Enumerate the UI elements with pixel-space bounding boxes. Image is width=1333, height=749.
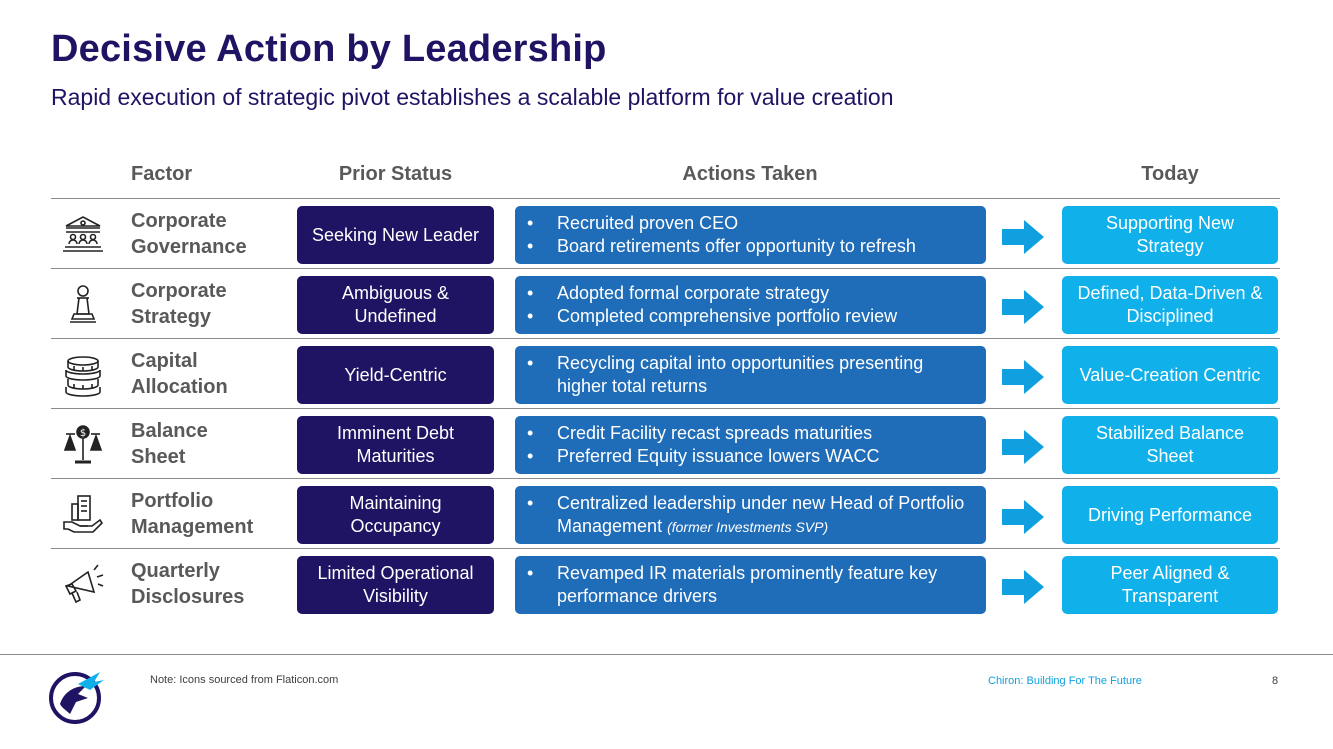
right-arrow-icon bbox=[1002, 430, 1044, 464]
column-header-factor: Factor bbox=[131, 163, 193, 185]
company-logo bbox=[49, 672, 104, 724]
table-divider bbox=[51, 408, 1280, 409]
column-header-actions-taken: Actions Taken bbox=[682, 163, 818, 185]
balance-scale-dollar-icon: $ bbox=[60, 422, 106, 468]
column-header-prior-status: Prior Status bbox=[338, 163, 453, 185]
action-item: • Revamped IR materials prominently featu… bbox=[527, 563, 938, 606]
action-item: • Recycling capital into opportunities pr… bbox=[527, 353, 924, 396]
table-row: Capital Allocation Yield-Centric • Recycli… bbox=[0, 340, 1333, 410]
prior-status-box: Yield-Centric bbox=[297, 346, 494, 404]
table-divider bbox=[51, 478, 1280, 479]
today-status-box: Peer Aligned & Transparent bbox=[1062, 556, 1278, 614]
action-item: • Recruited proven CEO bbox=[527, 213, 739, 233]
table-row: Corporate Governance Seeking New Leader •… bbox=[0, 200, 1333, 270]
table-row: $ Balance Sheet Imminent Debt Maturities … bbox=[0, 410, 1333, 480]
factor-label: Corporate Governance bbox=[131, 210, 247, 258]
prior-status-box: Limited Operational Visibility bbox=[297, 556, 494, 614]
footer-divider bbox=[0, 654, 1333, 655]
table-row: Portfolio Management Maintaining Occupanc… bbox=[0, 480, 1333, 550]
factor-label: Capital Allocation bbox=[131, 350, 228, 398]
action-item: • Centralized leadership under new Head o… bbox=[527, 492, 965, 536]
prior-status-box: Seeking New Leader bbox=[297, 206, 494, 264]
actions-taken-box: • Revamped IR materials prominently featu… bbox=[515, 556, 986, 614]
page-title: Decisive Action by Leadership bbox=[51, 28, 607, 70]
right-arrow-icon bbox=[1002, 360, 1044, 394]
right-arrow-icon bbox=[1002, 570, 1044, 604]
megaphone-icon bbox=[60, 562, 106, 608]
table-divider bbox=[51, 268, 1280, 269]
table-row: Quarterly Disclosures Limited Operational… bbox=[0, 550, 1333, 620]
svg-text:$: $ bbox=[80, 428, 86, 439]
actions-taken-box: • Centralized leadership under new Head o… bbox=[515, 486, 986, 544]
prior-status-box: Imminent Debt Maturities bbox=[297, 416, 494, 474]
chess-pawn-icon bbox=[60, 282, 106, 328]
today-status-box: Stabilized Balance Sheet bbox=[1062, 416, 1278, 474]
government-building-icon bbox=[60, 212, 106, 258]
action-item: • Adopted formal corporate strategy bbox=[527, 283, 830, 303]
today-status-box: Driving Performance bbox=[1062, 486, 1278, 544]
page-number: 8 bbox=[1272, 675, 1279, 687]
factor-label: Balance Sheet bbox=[131, 420, 208, 468]
action-item: • Preferred Equity issuance lowers WACC bbox=[527, 446, 880, 466]
right-arrow-icon bbox=[1002, 220, 1044, 254]
factor-label: Corporate Strategy bbox=[131, 280, 227, 328]
table-row: Corporate Strategy Ambiguous & Undefined … bbox=[0, 270, 1333, 340]
factor-label: Quarterly Disclosures bbox=[131, 560, 245, 608]
column-header-today: Today bbox=[1141, 163, 1199, 185]
action-note: (former Investments SVP) bbox=[667, 518, 829, 535]
page-subtitle: Rapid execution of strategic pivot estab… bbox=[51, 84, 894, 110]
coin-stack-icon bbox=[60, 352, 106, 398]
right-arrow-icon bbox=[1002, 290, 1044, 324]
action-item: • Board retirements offer opportunity to … bbox=[527, 236, 916, 256]
hand-building-icon bbox=[60, 492, 106, 538]
right-arrow-icon bbox=[1002, 500, 1044, 534]
footnote: Note: Icons sourced from Flaticon.com bbox=[150, 674, 339, 686]
action-item: • Completed comprehensive portfolio revie… bbox=[527, 306, 898, 326]
today-status-box: Value-Creation Centric bbox=[1062, 346, 1278, 404]
table-divider bbox=[51, 338, 1280, 339]
table-divider bbox=[51, 198, 1280, 199]
actions-taken-box: • Adopted formal corporate strategy • Comp… bbox=[515, 276, 986, 334]
prior-status-box: Maintaining Occupancy bbox=[297, 486, 494, 544]
today-status-box: Supporting New Strategy bbox=[1062, 206, 1278, 264]
action-item: • Credit Facility recast spreads maturiti… bbox=[527, 423, 873, 443]
prior-status-box: Ambiguous & Undefined bbox=[297, 276, 494, 334]
table-divider bbox=[51, 548, 1280, 549]
actions-taken-box: • Recycling capital into opportunities pr… bbox=[515, 346, 986, 404]
actions-taken-box: • Recruited proven CEO • Board retirements… bbox=[515, 206, 986, 264]
actions-taken-box: • Credit Facility recast spreads maturiti… bbox=[515, 416, 986, 474]
factor-label: Portfolio Management bbox=[131, 490, 254, 538]
footer-tagline: Chiron: Building For The Future bbox=[988, 675, 1142, 687]
today-status-box: Defined, Data-Driven & Disciplined bbox=[1062, 276, 1278, 334]
